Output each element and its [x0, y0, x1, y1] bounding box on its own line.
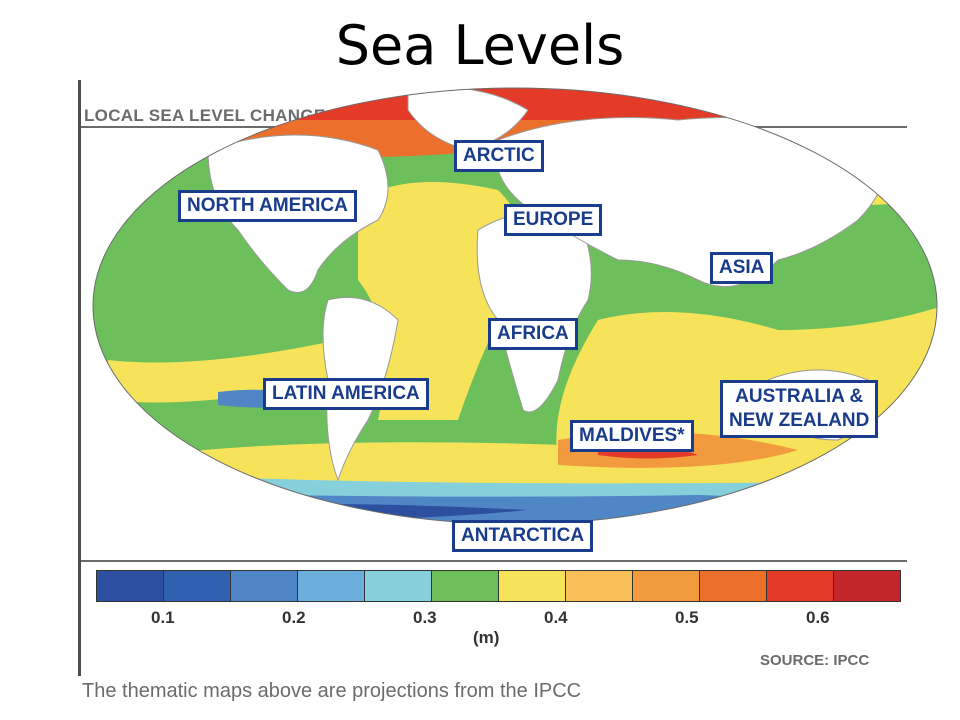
legend-swatch-7 [499, 571, 566, 601]
figure-border [78, 80, 81, 676]
legend-tick-2: 0.2 [282, 608, 306, 627]
label-asia: ASIA [710, 252, 774, 284]
legend-tick-1: 0.1 [151, 608, 175, 627]
sea-level-figure: LOCAL SEA LEVEL CHANGE, 2080-2099 RELATI… [78, 80, 960, 680]
legend-tick-4: 0.4 [544, 608, 568, 627]
legend-swatch-8 [566, 571, 633, 601]
legend-swatch-3 [231, 571, 298, 601]
legend-swatch-12 [834, 571, 900, 601]
source-credit: SOURCE: IPCC [760, 652, 870, 669]
legend-tick-3: 0.3 [413, 608, 437, 627]
label-australia-line2: NEW ZEALAND [729, 410, 870, 431]
label-latin-america: LATIN AMERICA [263, 378, 429, 410]
label-australia-line1: AUSTRALIA & [735, 386, 864, 407]
label-north-america: NORTH AMERICA [178, 190, 357, 222]
eurasia-land [497, 117, 886, 288]
legend-swatch-11 [767, 571, 834, 601]
slide-title: Sea Levels [335, 14, 625, 77]
legend-swatch-2 [164, 571, 231, 601]
legend-swatch-9 [633, 571, 700, 601]
label-arctic: ARCTIC [454, 140, 544, 172]
legend-swatch-6 [432, 571, 499, 601]
legend-tick-5: 0.5 [675, 608, 699, 627]
figure-caption: The thematic maps above are projections … [82, 680, 582, 702]
label-antarctica: ANTARCTICA [452, 520, 594, 552]
legend-tick-6: 0.6 [806, 608, 830, 627]
label-maldives: MALDIVES* [570, 420, 694, 452]
legend-swatch-5 [365, 571, 432, 601]
map-divider [81, 560, 907, 562]
legend-swatch-1 [97, 571, 164, 601]
label-australia: AUSTRALIA & NEW ZEALAND [720, 380, 879, 438]
legend-swatch-10 [700, 571, 767, 601]
legend-color-scale [96, 570, 901, 602]
label-europe: EUROPE [504, 204, 603, 236]
legend-unit: (m) [473, 628, 500, 647]
legend-swatch-4 [298, 571, 365, 601]
label-africa: AFRICA [488, 318, 578, 350]
